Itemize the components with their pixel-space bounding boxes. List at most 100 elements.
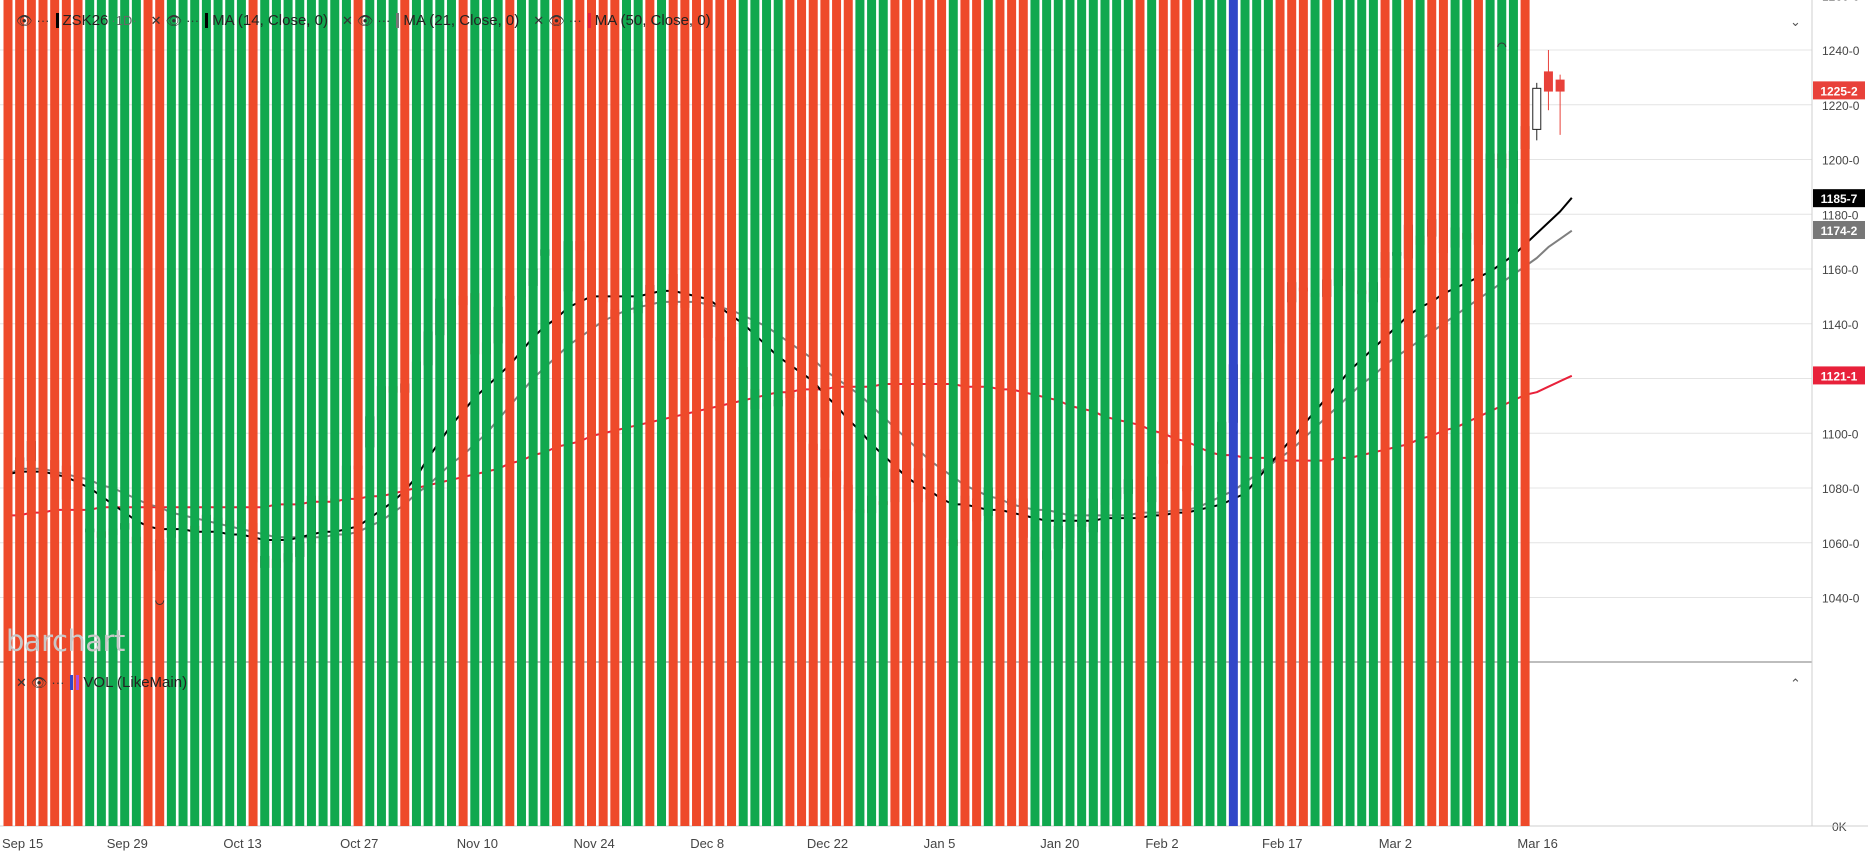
volume-bar — [820, 0, 830, 826]
volume-bar — [680, 0, 690, 826]
volume-bar — [762, 0, 772, 826]
volume-bar — [633, 0, 643, 826]
volume-bar — [481, 0, 491, 826]
volume-bar — [236, 0, 246, 826]
volume-bar — [551, 0, 561, 826]
volume-bar — [1333, 0, 1343, 826]
volume-bar — [1240, 0, 1250, 826]
volume-bar — [703, 0, 713, 826]
volume-bar — [271, 0, 281, 826]
volume-bar — [1508, 0, 1518, 826]
volume-bar — [423, 0, 433, 826]
legend-volume: ✕ 👁 ··· VOL (LikeMain) — [16, 674, 187, 691]
expand-chevron-icon[interactable]: ⌃ — [1790, 676, 1801, 691]
volume-bar — [26, 0, 36, 826]
volume-bar — [73, 0, 83, 826]
volume-bar — [166, 0, 176, 826]
more-icon[interactable]: ··· — [36, 13, 50, 28]
more-icon[interactable]: ··· — [51, 675, 65, 690]
volume-bar — [1088, 0, 1098, 826]
volume-bar — [1217, 0, 1227, 826]
candle-body — [1555, 79, 1565, 92]
volume-bar — [283, 0, 293, 826]
volume-bar — [306, 0, 316, 826]
eye-icon[interactable]: 👁 — [356, 12, 374, 28]
volume-bar — [995, 0, 1005, 826]
volume-bar — [400, 0, 410, 826]
date-tick-label: Oct 27 — [340, 836, 378, 851]
close-icon[interactable]: ✕ — [16, 674, 27, 690]
volume-bar — [1368, 0, 1378, 826]
close-icon[interactable]: ✕ — [150, 12, 162, 28]
more-icon[interactable]: ··· — [377, 13, 391, 28]
volume-bar — [645, 0, 655, 826]
price-label: 1121-1 — [1821, 369, 1858, 383]
close-icon[interactable]: ✕ — [533, 12, 545, 28]
legend-main: 👁 ··· ZSK26 ·1D· — [16, 12, 137, 29]
volume-bar — [1135, 0, 1145, 826]
high-marker — [1497, 42, 1507, 48]
volume-bar — [318, 0, 328, 826]
eye-icon[interactable]: 👁 — [548, 12, 565, 28]
volume-bar — [540, 0, 550, 826]
volume-bar — [867, 0, 877, 826]
volume-bar — [1042, 0, 1052, 826]
volume-bar — [470, 0, 480, 826]
volume-bar — [1252, 0, 1262, 826]
collapse-chevron-icon[interactable]: ⌄ — [1790, 14, 1801, 29]
volume-bar — [120, 0, 130, 826]
volume-bar — [668, 0, 678, 826]
date-tick-label: Nov 24 — [574, 836, 615, 851]
volume-bar — [972, 0, 982, 826]
volume-bar — [1345, 0, 1355, 826]
legend-study-ma50: ✕ 👁 ··· MA (50, Close, 0) — [533, 12, 710, 29]
more-icon[interactable]: ··· — [186, 13, 200, 28]
date-tick-label: Sep 15 — [2, 836, 43, 851]
volume-bar — [1438, 0, 1448, 826]
price-tick-label: 1080-0 — [1822, 482, 1860, 496]
volume-bar — [1100, 0, 1110, 826]
volume-bar — [1228, 0, 1238, 826]
volume-bar — [575, 0, 585, 826]
legend-study-label: MA (21, Close, 0) — [403, 12, 520, 29]
volume-bar — [1450, 0, 1460, 826]
volume-bar — [353, 0, 363, 826]
volume-bar — [3, 0, 13, 826]
eye-icon[interactable]: 👁 — [30, 674, 48, 690]
date-tick-label: Jan 5 — [924, 836, 956, 851]
volume-bar — [96, 0, 106, 826]
price-label-box — [1813, 220, 1865, 239]
volume-bar — [1287, 0, 1297, 826]
volume-bar — [750, 0, 760, 826]
legend-study-label: MA (50, Close, 0) — [594, 12, 711, 29]
main-legend: 👁 ··· ZSK26 ·1D· ✕ 👁 ··· MA (14, Close, … — [16, 12, 725, 29]
eye-icon[interactable]: 👁 — [165, 12, 183, 28]
volume-bar — [657, 0, 667, 826]
more-icon[interactable]: ··· — [568, 13, 582, 28]
volume-bar — [610, 0, 620, 826]
date-tick-label: Mar 2 — [1379, 836, 1412, 851]
legend-study-label: MA (14, Close, 0) — [212, 12, 328, 29]
watermark: barchart — [6, 624, 125, 658]
volume-bar — [692, 0, 702, 826]
price-tick-label: 1180-0 — [1822, 208, 1859, 222]
date-tick-label: Sep 29 — [107, 836, 148, 851]
volume-bars — [3, 0, 1530, 826]
volume-bar — [260, 0, 270, 826]
close-icon[interactable]: ✕ — [341, 12, 353, 28]
volume-bar — [937, 0, 947, 826]
price-label-box — [1813, 189, 1865, 208]
date-tick-label: Feb 2 — [1145, 836, 1178, 851]
volume-bar — [528, 0, 538, 826]
volume-bar — [1182, 0, 1192, 826]
volume-bar — [878, 0, 888, 826]
volume-bar — [1147, 0, 1157, 826]
volume-legend: ✕ 👁 ··· VOL (LikeMain) — [16, 674, 201, 691]
eye-icon[interactable]: 👁 — [16, 12, 33, 28]
volume-bar — [190, 0, 200, 826]
volume-bar — [1415, 0, 1425, 826]
date-tick-label: Dec 22 — [807, 836, 848, 851]
date-tick-label: Dec 8 — [690, 836, 724, 851]
volume-bar — [1263, 0, 1273, 826]
